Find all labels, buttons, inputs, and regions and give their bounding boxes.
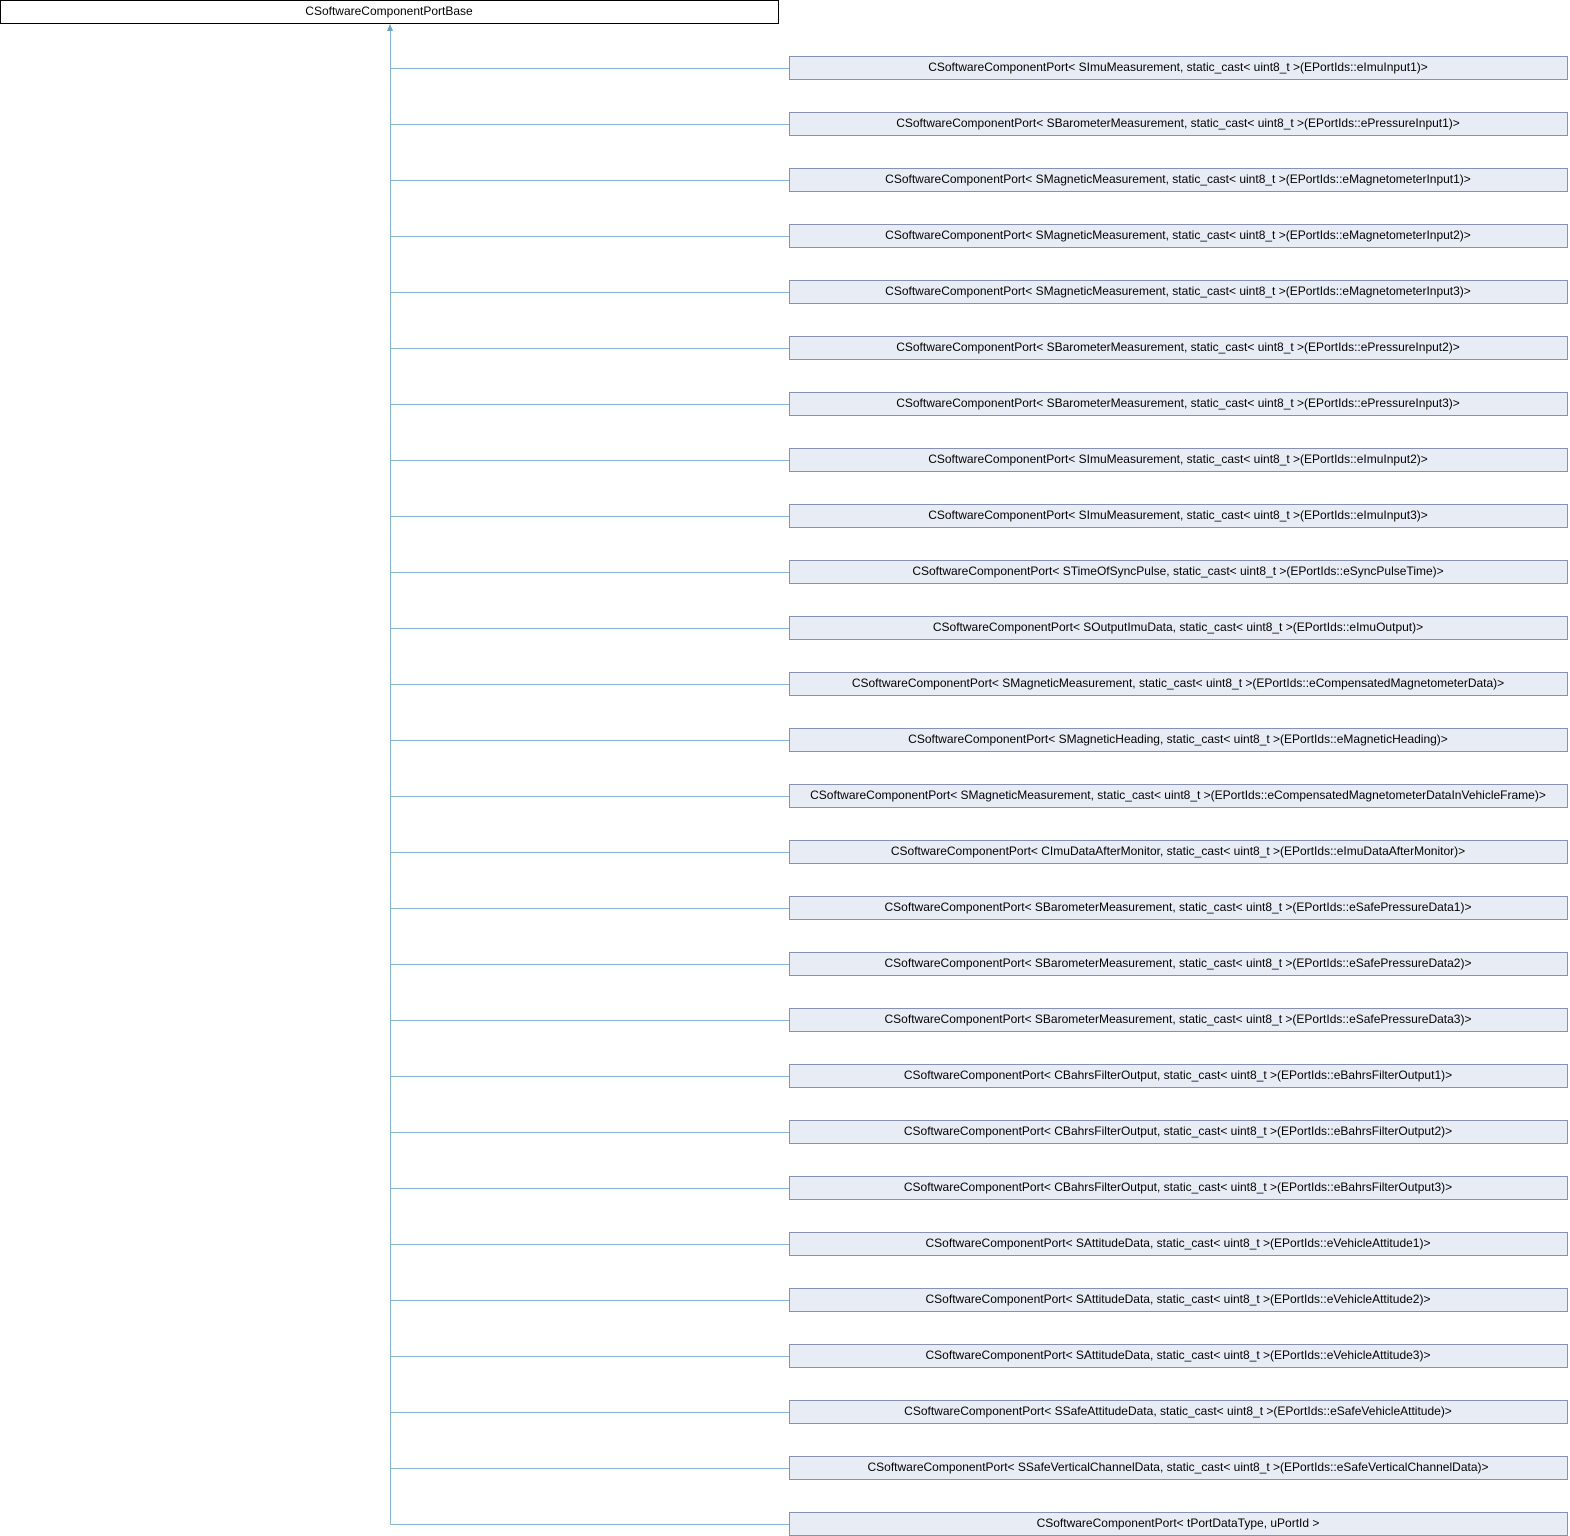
child-box[interactable]: [789, 448, 1568, 472]
child-box[interactable]: [789, 280, 1568, 304]
child-box[interactable]: [789, 1288, 1568, 1312]
child-label: CSoftwareComponentPort< SMagneticMeasure…: [852, 676, 1504, 690]
child-box[interactable]: [789, 224, 1568, 248]
child-box[interactable]: [789, 336, 1568, 360]
child-label: CSoftwareComponentPort< SAttitudeData, s…: [926, 1348, 1431, 1362]
child-label: CSoftwareComponentPort< SImuMeasurement,…: [928, 508, 1428, 522]
root-box[interactable]: [0, 0, 779, 24]
child-label: CSoftwareComponentPort< SBarometerMeasur…: [885, 956, 1472, 970]
child-box[interactable]: [789, 1456, 1568, 1480]
child-box[interactable]: [789, 560, 1568, 584]
child-label: CSoftwareComponentPort< SOutputImuData, …: [933, 620, 1423, 634]
child-box[interactable]: [789, 112, 1568, 136]
child-label: CSoftwareComponentPort< SMagneticMeasure…: [885, 284, 1471, 298]
child-label: CSoftwareComponentPort< SSafeVerticalCha…: [867, 1460, 1488, 1474]
child-label: CSoftwareComponentPort< SBarometerMeasur…: [885, 900, 1472, 914]
child-label: CSoftwareComponentPort< CBahrsFilterOutp…: [904, 1180, 1452, 1194]
child-box[interactable]: [789, 784, 1568, 808]
child-label: CSoftwareComponentPort< SBarometerMeasur…: [896, 116, 1460, 130]
child-box[interactable]: [789, 952, 1568, 976]
child-box[interactable]: [789, 616, 1568, 640]
child-label: CSoftwareComponentPort< CBahrsFilterOutp…: [904, 1068, 1452, 1082]
child-label: CSoftwareComponentPort< SSafeAttitudeDat…: [904, 1404, 1452, 1418]
child-label: CSoftwareComponentPort< SMagneticMeasure…: [885, 172, 1471, 186]
child-box[interactable]: [789, 1120, 1568, 1144]
child-label: CSoftwareComponentPort< SMagneticMeasure…: [885, 228, 1471, 242]
child-box[interactable]: [789, 728, 1568, 752]
child-label: CSoftwareComponentPort< SAttitudeData, s…: [926, 1292, 1431, 1306]
child-box[interactable]: [789, 1344, 1568, 1368]
child-box[interactable]: [789, 1400, 1568, 1424]
child-label: CSoftwareComponentPort< CImuDataAfterMon…: [891, 844, 1465, 858]
root-label: CSoftwareComponentPortBase: [305, 4, 473, 18]
child-label: CSoftwareComponentPort< SImuMeasurement,…: [928, 60, 1428, 74]
child-label: CSoftwareComponentPort< SBarometerMeasur…: [896, 340, 1460, 354]
child-box[interactable]: [789, 896, 1568, 920]
child-label: CSoftwareComponentPort< SMagneticMeasure…: [810, 788, 1546, 802]
child-box[interactable]: [789, 840, 1568, 864]
child-box[interactable]: [789, 392, 1568, 416]
child-label: CSoftwareComponentPort< CBahrsFilterOutp…: [904, 1124, 1452, 1138]
child-box[interactable]: [789, 1064, 1568, 1088]
child-label: CSoftwareComponentPort< SBarometerMeasur…: [896, 396, 1460, 410]
child-box[interactable]: [789, 504, 1568, 528]
child-box[interactable]: [789, 56, 1568, 80]
child-label: CSoftwareComponentPort< SAttitudeData, s…: [926, 1236, 1431, 1250]
child-box[interactable]: [789, 1008, 1568, 1032]
child-box[interactable]: [789, 1232, 1568, 1256]
child-label: CSoftwareComponentPort< STimeOfSyncPulse…: [912, 564, 1443, 578]
arrow-head: [387, 24, 393, 31]
child-label: CSoftwareComponentPort< SMagneticHeading…: [908, 732, 1448, 746]
child-label: CSoftwareComponentPort< tPortDataType, u…: [1037, 1516, 1320, 1530]
child-box[interactable]: [789, 1176, 1568, 1200]
child-label: CSoftwareComponentPort< SImuMeasurement,…: [928, 452, 1428, 466]
child-label: CSoftwareComponentPort< SBarometerMeasur…: [885, 1012, 1472, 1026]
child-box[interactable]: [789, 168, 1568, 192]
child-box[interactable]: [789, 672, 1568, 696]
